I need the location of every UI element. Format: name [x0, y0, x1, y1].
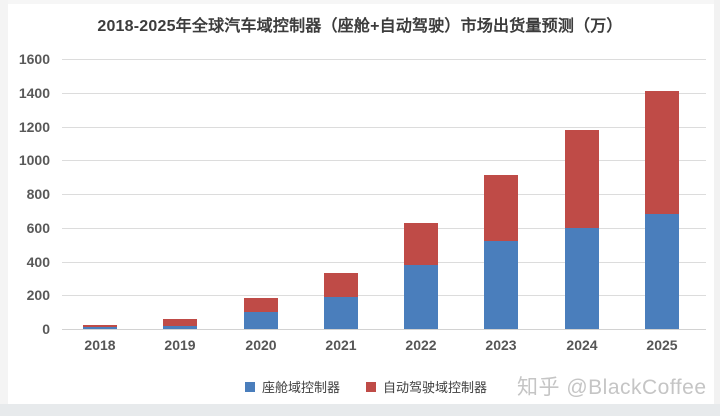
gridline-1600 [62, 59, 706, 60]
x-axis-tick-label-2021: 2021 [325, 337, 357, 353]
page-edge-right [714, 0, 720, 404]
bar-segment-autonomous-2021 [324, 273, 358, 297]
bar-segment-autonomous-2018 [83, 325, 117, 327]
bar-segment-cockpit-2024 [565, 228, 599, 329]
chart-title: 2018-2025年全球汽车域控制器（座舱+自动驾驶）市场出货量预测（万） [97, 18, 623, 35]
x-axis-tick-label-2018: 2018 [84, 337, 116, 353]
gridline-0 [62, 329, 706, 330]
y-axis-tick-label-1600: 1600 [18, 51, 50, 67]
y-axis-tick-label-1000: 1000 [18, 152, 50, 168]
gridline-1000 [62, 160, 706, 161]
bar-segment-cockpit-2019 [163, 326, 197, 329]
gridline-600 [62, 228, 706, 229]
gridline-200 [62, 295, 706, 296]
y-axis-tick-label-1200: 1200 [18, 119, 50, 135]
bar-segment-cockpit-2020 [244, 312, 278, 329]
bar-segment-cockpit-2023 [484, 241, 518, 329]
bar-segment-cockpit-2022 [404, 265, 438, 329]
bar-segment-autonomous-2024 [565, 130, 599, 228]
y-axis-tick-label-200: 200 [26, 287, 50, 303]
bar-segment-cockpit-2018 [83, 327, 117, 329]
page-edge-left [0, 0, 8, 404]
legend-item-cockpit: 座舱域控制器 [245, 377, 340, 396]
autonomous-series-label: 自动驾驶域控制器 [383, 380, 488, 395]
page-edge-top [0, 0, 720, 4]
y-axis-tick-label-400: 400 [26, 254, 50, 270]
x-axis-tick-label-2025: 2025 [646, 337, 678, 353]
bar-segment-autonomous-2025 [645, 91, 679, 214]
page-edge-bottom [0, 404, 720, 416]
bar-segment-cockpit-2021 [324, 297, 358, 329]
y-axis-tick-label-800: 800 [26, 186, 50, 202]
y-axis-tick-label-600: 600 [26, 220, 50, 236]
bar-segment-autonomous-2020 [244, 298, 278, 312]
gridline-800 [62, 194, 706, 195]
cockpit-series-label: 座舱域控制器 [262, 380, 341, 395]
legend-item-autonomous: 自动驾驶域控制器 [366, 377, 487, 396]
bar-segment-cockpit-2025 [645, 214, 679, 329]
bar-segment-autonomous-2019 [163, 319, 197, 326]
zhihu-watermark: 知乎 @BlackCoffee [517, 376, 707, 399]
gridline-1200 [62, 127, 706, 128]
x-axis-tick-label-2019: 2019 [164, 337, 196, 353]
autonomous-series-swatch [366, 381, 377, 392]
chart-legend: 座舱域控制器 自动驾驶域控制器 [245, 377, 487, 396]
cockpit-series-swatch [245, 381, 255, 392]
gridline-1400 [62, 93, 706, 94]
x-axis-tick-label-2024: 2024 [566, 337, 598, 353]
x-axis-tick-label-2023: 2023 [485, 337, 517, 353]
x-axis-tick-label-2020: 2020 [245, 337, 277, 353]
bar-segment-autonomous-2022 [404, 223, 438, 265]
bar-segment-autonomous-2023 [484, 175, 518, 241]
y-axis-tick-label-0: 0 [42, 321, 50, 337]
y-axis-tick-label-1400: 1400 [18, 85, 50, 101]
x-axis-tick-label-2022: 2022 [405, 337, 437, 353]
gridline-400 [62, 262, 706, 263]
